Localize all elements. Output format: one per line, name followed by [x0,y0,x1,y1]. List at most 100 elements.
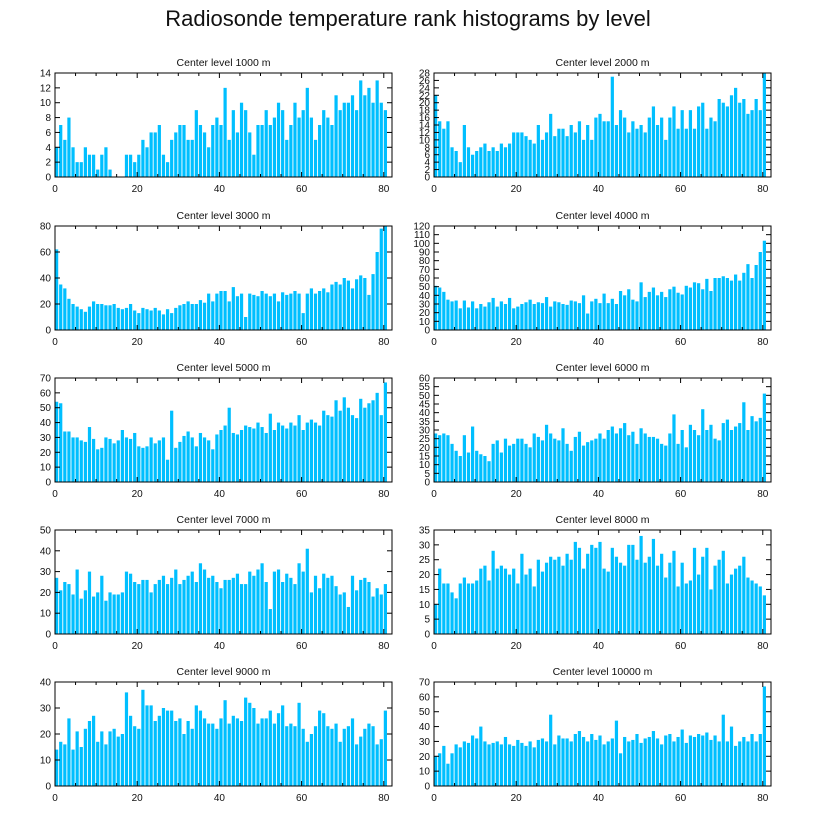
bar [289,723,293,786]
bar [536,436,540,482]
bar [83,147,87,177]
bar [161,575,166,634]
x-tick-label: 60 [296,793,308,804]
bar [235,573,240,634]
bar [586,553,590,634]
bar [215,728,219,786]
y-tick-label: 8 [424,143,430,154]
bar [483,565,487,634]
bar [721,423,725,482]
bar [342,397,346,482]
bar [75,162,79,177]
bar [133,162,137,177]
bar [442,583,446,634]
panel-title: Center level 7000 m [177,514,271,526]
bar [309,117,314,177]
bar [565,553,569,634]
bar [581,445,586,482]
x-tick-label: 0 [431,184,437,195]
bar [330,728,334,786]
bar [194,582,198,634]
bar [108,592,112,634]
bar [264,110,268,177]
bar [458,456,462,482]
bar [532,433,536,482]
bar [346,606,350,634]
bar [297,563,301,634]
bar [124,307,129,330]
bar [536,739,540,786]
bar [244,317,248,330]
bar [639,428,643,482]
bar [186,721,190,786]
bar [87,427,92,482]
y-tick-label: 6 [45,128,51,139]
y-tick-label: 28 [419,69,431,80]
bar [244,697,248,786]
bar [297,415,301,482]
bar [231,287,235,330]
bar [672,550,676,634]
bar [219,588,223,634]
bar [507,445,512,482]
bar [540,571,545,634]
bar [198,300,203,330]
y-tick-label: 40 [40,274,52,285]
y-tick-label: 26 [419,76,431,87]
bar [248,571,252,634]
bar [754,265,758,330]
bar [128,304,133,330]
bar [67,584,71,634]
bar [635,301,639,330]
bar [507,297,512,330]
x-tick-label: 20 [511,184,523,195]
bar [569,741,573,786]
bar [594,117,598,177]
plot-frame [433,529,772,635]
x-tick-label: 40 [593,184,605,195]
bar [268,296,272,330]
bar [692,547,697,634]
bar [499,143,503,177]
bar [145,309,149,330]
bar [561,565,565,634]
bar [495,568,499,634]
bar [383,110,387,177]
bar [100,304,104,330]
bar [318,425,322,482]
x-tick-label: 0 [52,793,58,804]
bar [75,731,79,786]
bar [532,143,536,177]
y-tick-label: 20 [40,300,52,311]
y-tick-label: 120 [413,222,430,233]
bar [758,586,762,634]
bar [338,594,342,634]
x-tick-label: 60 [675,793,687,804]
bar [614,125,619,177]
bar [536,559,540,634]
bar [128,438,133,482]
bar [100,731,104,786]
bar [194,446,198,482]
bar [96,169,100,177]
bar [487,580,491,634]
bar [479,304,483,330]
y-tick-label: 16 [419,113,431,124]
panel-8: Center level 8000 m 0 20 40 60 80 0 5 10 15 20 25 30… [419,514,772,652]
bar [350,415,355,482]
bar [660,744,664,786]
bar [528,139,532,177]
bar [137,446,141,482]
bar [738,102,742,177]
bar [161,708,166,786]
bar [338,284,342,330]
bar [289,293,293,330]
bar [684,285,688,330]
bar [553,744,557,786]
bar [305,741,309,786]
y-tick-label: 18 [419,106,431,117]
bar [350,95,355,177]
bar [631,431,635,482]
bar [446,435,450,482]
bar [178,584,182,634]
